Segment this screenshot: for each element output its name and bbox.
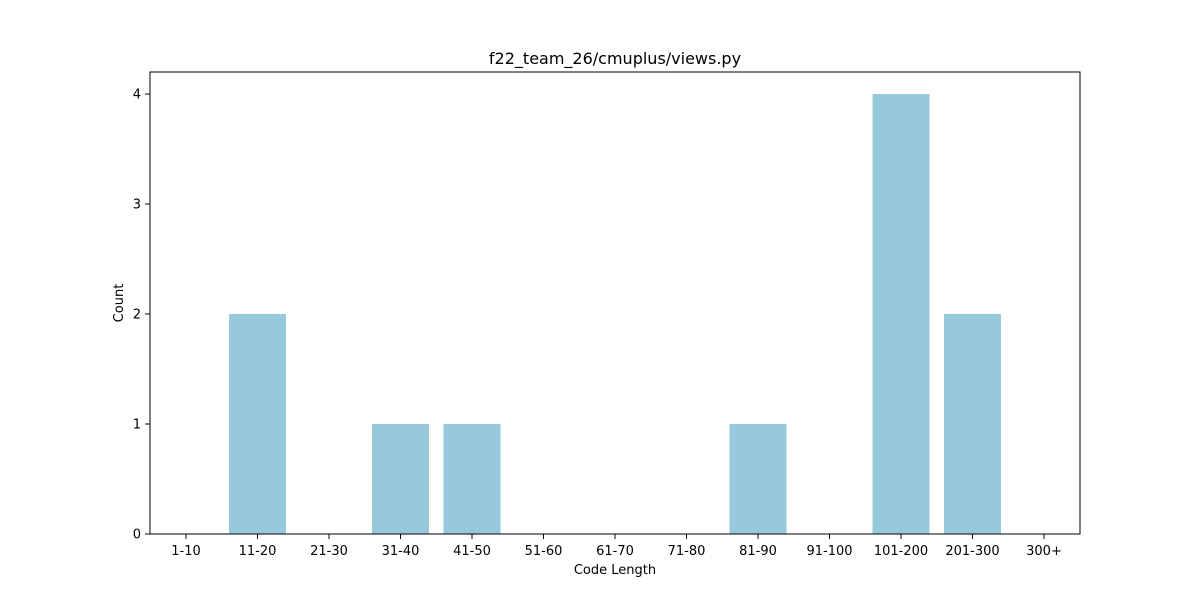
x-tick-label: 61-70	[596, 544, 634, 559]
x-tick-label: 51-60	[525, 544, 563, 559]
x-tick-label: 31-40	[382, 544, 420, 559]
x-tick-label: 81-90	[739, 544, 777, 559]
x-tick-label: 71-80	[668, 544, 706, 559]
x-tick-label: 41-50	[453, 544, 491, 559]
bar-11-20	[229, 314, 286, 534]
x-tick-label: 201-300	[945, 544, 999, 559]
x-tick-label: 300+	[1026, 544, 1062, 559]
y-tick-label: 4	[133, 88, 141, 103]
chart-title: f22_team_26/cmuplus/views.py	[489, 49, 741, 69]
bars-group	[229, 94, 1001, 534]
y-tick-label: 3	[133, 198, 141, 213]
x-tick-label: 91-100	[806, 544, 852, 559]
bar-201-300	[944, 314, 1001, 534]
y-axis-ticks: 0 1 2 3 4	[133, 88, 150, 543]
x-axis-ticks: 1-10 11-20 21-30 31-40 41-50 51-60 61-70 71-80 8…	[171, 534, 1062, 559]
x-tick-label: 1-10	[171, 544, 201, 559]
x-tick-label: 21-30	[310, 544, 348, 559]
y-tick-label: 2	[133, 308, 141, 323]
bar-81-90	[729, 424, 787, 534]
bar-41-50	[443, 424, 501, 534]
y-tick-label: 0	[133, 528, 141, 543]
bar-31-40	[372, 424, 429, 534]
y-tick-label: 1	[133, 418, 141, 433]
bar-101-200	[872, 94, 930, 534]
x-tick-label: 11-20	[239, 544, 277, 559]
plot-frame	[149, 71, 1081, 535]
x-tick-label: 101-200	[874, 544, 928, 559]
y-axis-label: Count	[112, 284, 127, 323]
x-axis-label: Code Length	[574, 563, 656, 578]
